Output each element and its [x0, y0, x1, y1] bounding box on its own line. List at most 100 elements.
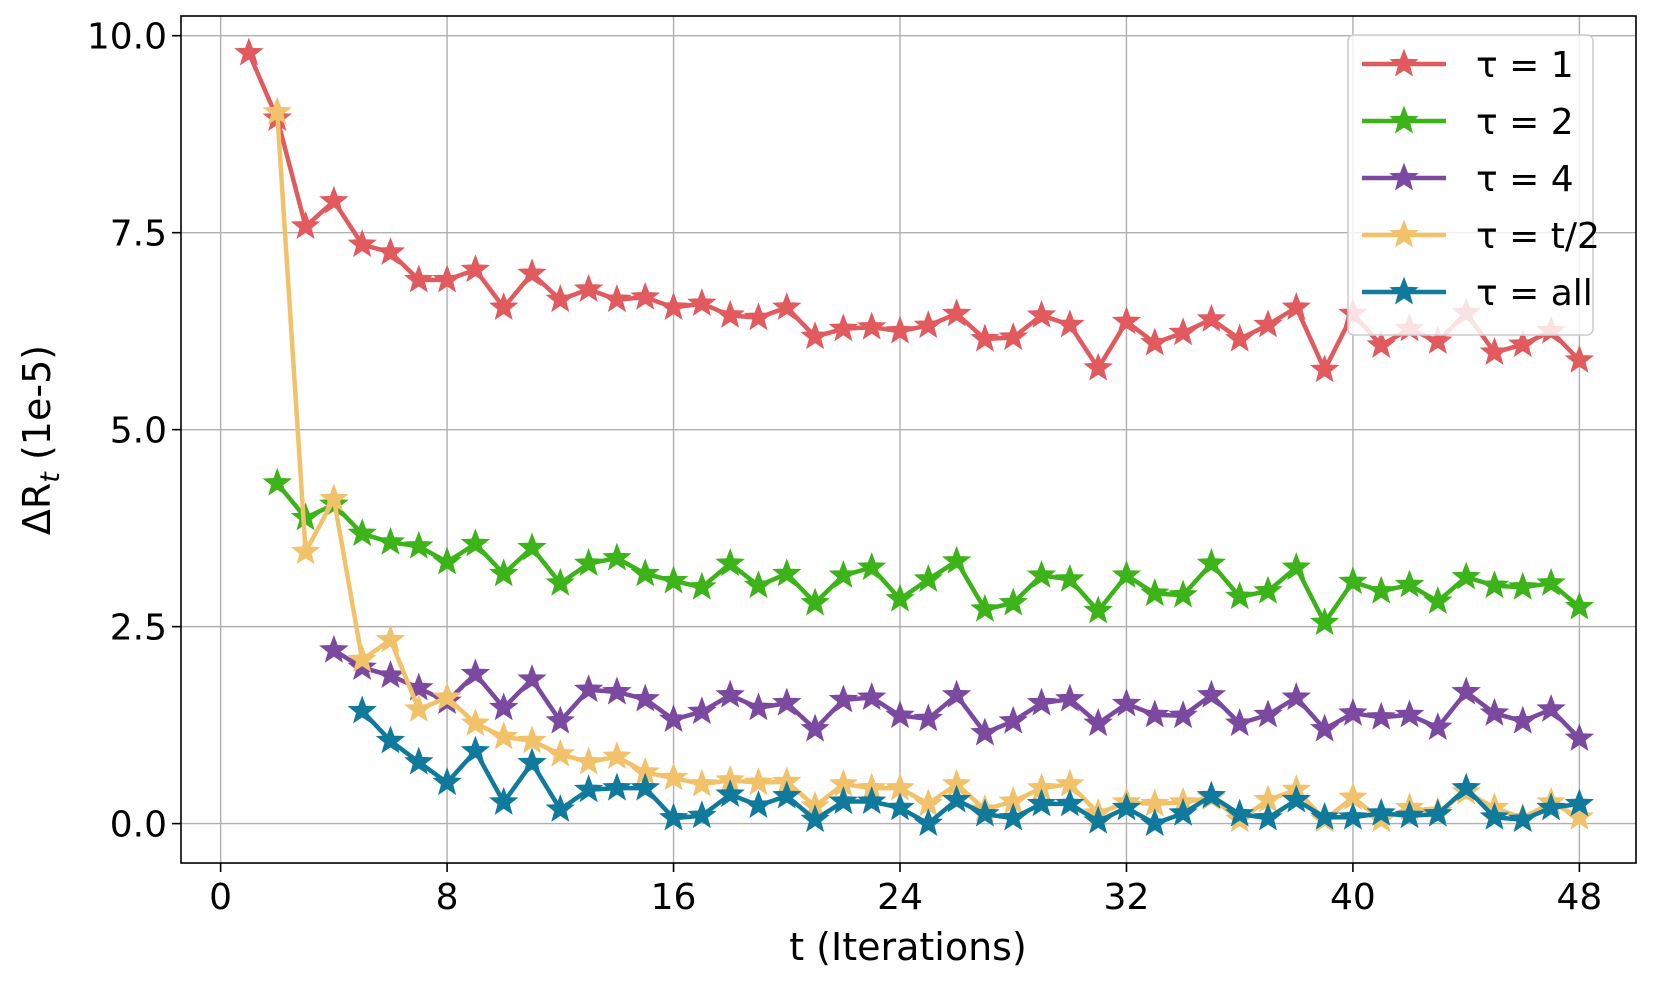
- legend-marker: [1389, 162, 1419, 191]
- data-point: [1168, 797, 1198, 826]
- data-point: [375, 660, 406, 688]
- data-point: [715, 779, 745, 807]
- data-point: [885, 792, 915, 821]
- data-point: [1479, 697, 1510, 726]
- data-point: [1309, 801, 1340, 830]
- data-point: [800, 321, 830, 350]
- data-point: [1366, 575, 1396, 604]
- data-point: [347, 644, 377, 673]
- x-axis-label: t (Iterations): [789, 925, 1027, 969]
- y-tick-label: 5.0: [110, 411, 167, 452]
- data-point: [404, 264, 434, 293]
- data-point: [658, 704, 689, 733]
- data-point: [375, 236, 406, 265]
- legend-label: τ = t/2: [1476, 216, 1600, 257]
- y-tick-label: 0.0: [110, 805, 167, 846]
- data-point: [913, 703, 943, 732]
- data-point: [1253, 309, 1283, 338]
- data-point: [1253, 575, 1283, 604]
- series-3: [319, 634, 1595, 751]
- data-point: [970, 798, 1000, 827]
- data-point: [262, 96, 292, 125]
- legend-label: τ = 2: [1476, 102, 1574, 143]
- data-point: [1281, 552, 1311, 581]
- data-point: [1225, 798, 1255, 827]
- data-point: [1083, 595, 1113, 624]
- y-tick-label: 10.0: [87, 17, 167, 58]
- y-axis-label-main: ΔR: [15, 483, 59, 535]
- data-point: [1140, 699, 1170, 728]
- data-point: [517, 747, 547, 776]
- data-point: [1394, 699, 1425, 728]
- data-point: [857, 552, 887, 581]
- y-axis-label-subscript: t: [35, 471, 66, 483]
- series-2: [262, 467, 1595, 636]
- data-point: [800, 587, 830, 616]
- data-point: [1338, 697, 1368, 726]
- axis-ticks: 0 8 16 24 32 40 48 0.0 2.5 5.0 7.5 10.0: [87, 17, 1602, 918]
- data-point: [573, 674, 604, 703]
- data-point: [1451, 772, 1481, 801]
- legend-item: τ = all: [1362, 273, 1593, 314]
- data-point: [743, 790, 774, 818]
- data-point: [602, 542, 632, 571]
- data-point: [319, 483, 349, 512]
- data-point: [1338, 801, 1368, 830]
- data-point: [630, 281, 660, 310]
- data-point: [658, 762, 689, 791]
- data-point: [1253, 699, 1283, 728]
- data-point: [375, 725, 406, 754]
- data-point: [743, 302, 774, 331]
- legend-item: τ = 4: [1362, 159, 1574, 200]
- data-point: [602, 676, 632, 705]
- data-point: [1564, 344, 1595, 373]
- data-point: [715, 299, 745, 328]
- data-point: [1168, 700, 1198, 729]
- data-point: [545, 705, 575, 734]
- data-point: [1536, 567, 1566, 596]
- data-point: [1451, 676, 1481, 705]
- data-point: [545, 284, 575, 313]
- data-point: [658, 565, 689, 594]
- data-point: [913, 563, 943, 592]
- data-point: [1564, 591, 1595, 620]
- data-point: [290, 536, 321, 565]
- data-point: [1111, 559, 1142, 588]
- data-point: [1055, 309, 1085, 338]
- data-point: [857, 311, 887, 340]
- data-point: [1225, 708, 1255, 737]
- data-point: [743, 570, 774, 599]
- data-point: [1083, 352, 1113, 381]
- x-tick-label: 16: [651, 877, 697, 918]
- data-point: [630, 558, 660, 587]
- data-point: [772, 687, 802, 716]
- data-point: [1168, 317, 1198, 346]
- data-point: [913, 808, 943, 837]
- data-point: [1508, 571, 1538, 600]
- data-point: [998, 705, 1028, 734]
- data-point: [573, 548, 604, 577]
- data-point: [1196, 780, 1227, 809]
- data-point: [1196, 303, 1227, 332]
- data-point: [941, 679, 972, 708]
- data-point: [517, 663, 547, 692]
- data-point: [800, 804, 830, 833]
- legend-marker: [1389, 276, 1419, 305]
- x-tick-label: 0: [209, 877, 232, 918]
- data-point: [1394, 569, 1425, 598]
- data-point: [998, 802, 1028, 831]
- data-point: [885, 583, 915, 612]
- data-point: [1479, 570, 1510, 599]
- data-point: [375, 526, 406, 555]
- legend-marker: [1389, 219, 1419, 248]
- data-point: [1111, 792, 1142, 821]
- data-point: [857, 682, 887, 711]
- data-point: [1140, 578, 1170, 607]
- legend-item: τ = 2: [1362, 102, 1574, 143]
- data-point: [857, 786, 887, 815]
- data-point: [460, 528, 491, 557]
- data-point: [630, 683, 660, 712]
- data-point: [460, 708, 491, 737]
- data-point: [687, 800, 717, 829]
- data-point: [1055, 788, 1085, 817]
